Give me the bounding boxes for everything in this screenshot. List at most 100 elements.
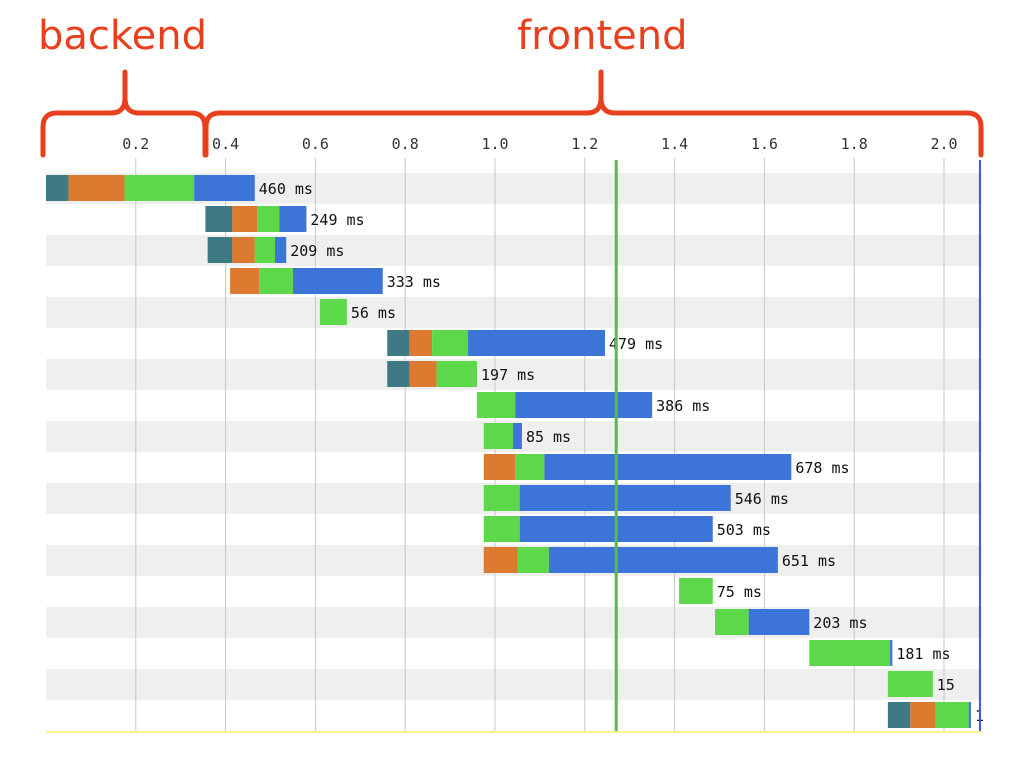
frontend-brace [203,69,984,158]
x-tick-label: 2.0 [930,135,957,153]
request-bars: 460 ms 249 ms 209 ms 333 ms 56 ms 479 ms 197 m… [46,175,984,728]
download-segment [548,547,778,573]
dns-segment [205,206,233,232]
row-stripe [46,669,982,700]
dns-segment [387,361,410,387]
download-segment [512,423,522,449]
download-segment [274,237,287,263]
download-segment [748,609,810,635]
download-segment [519,485,731,511]
request-row: 249 ms [205,206,365,232]
ttfb-segment [715,609,749,635]
ttfb-segment [887,671,933,697]
duration-label: 249 ms [310,211,364,229]
request-row: 181 ms [809,640,951,666]
backend-brace [40,69,208,158]
grid-lines [46,158,982,733]
request-row: 333 ms [230,268,441,294]
duration-label: 678 ms [795,459,849,477]
request-row: 15 [887,671,955,697]
ttfb-segment [809,640,891,666]
request-row: 1 [887,702,984,728]
ttfb-segment [436,361,478,387]
x-tick-label: 0.6 [302,135,329,153]
dns-segment [207,237,233,263]
x-tick-label: 1.8 [841,135,868,153]
x-tick-label: 1.4 [661,135,688,153]
request-row: 85 ms [483,423,571,449]
dns-segment [387,330,410,356]
ttfb-segment [515,454,545,480]
ttfb-segment [517,547,549,573]
ttfb-segment [483,485,520,511]
x-tick-label: 1.2 [571,135,598,153]
duration-label: 197 ms [481,366,535,384]
connect-segment [910,702,936,728]
download-segment [292,268,383,294]
download-segment [279,206,307,232]
request-row: 56 ms [319,299,396,325]
request-row: 678 ms [483,454,850,480]
duration-label: 209 ms [290,242,344,260]
ttfb-segment [124,175,195,201]
annotation-braces [40,69,984,158]
request-row: 460 ms [46,175,313,201]
request-row: 503 ms [483,516,771,542]
row-stripe [46,235,982,266]
ttfb-segment [483,516,520,542]
ttfb-segment [319,299,347,325]
duration-label: 479 ms [609,335,663,353]
download-segment [194,175,255,201]
ttfb-segment [679,578,713,604]
download-segment [544,454,792,480]
connect-segment [230,268,260,294]
request-row: 386 ms [477,392,710,418]
x-tick-label: 1.0 [481,135,508,153]
duration-label: 56 ms [351,304,396,322]
ttfb-segment [259,268,293,294]
dns-segment [46,175,69,201]
duration-label: 75 ms [717,583,762,601]
row-stripe [46,359,982,390]
x-axis-ticks: 0.2 0.4 0.6 0.8 1.0 1.2 1.4 1.6 1.8 2.0 [122,135,957,153]
timing-markers [614,160,981,731]
duration-label: 333 ms [387,273,441,291]
duration-label: 203 ms [813,614,867,632]
duration-label: 460 ms [259,180,313,198]
x-tick-label: 1.6 [751,135,778,153]
request-row: 197 ms [387,361,535,387]
request-row: 651 ms [483,547,836,573]
duration-label: 503 ms [717,521,771,539]
connect-segment [409,361,437,387]
duration-label: 15 [937,676,955,694]
request-row: 546 ms [483,485,789,511]
dns-segment [887,702,911,728]
duration-label: 85 ms [526,428,571,446]
ttfb-segment [254,237,275,263]
frontend-annotation: frontend [517,13,688,59]
duration-label: 651 ms [782,552,836,570]
connect-segment [483,547,518,573]
row-stripe [46,297,982,328]
duration-label: 386 ms [656,397,710,415]
request-row: 203 ms [715,609,867,635]
ttfb-segment [257,206,280,232]
download-segment [968,702,971,728]
download-segment [890,640,893,666]
row-stripe [46,607,982,638]
request-row: 479 ms [387,330,663,356]
download-segment [515,392,653,418]
ttfb-segment [483,423,513,449]
connect-segment [409,330,433,356]
duration-label: 181 ms [896,645,950,663]
duration-label: 546 ms [735,490,789,508]
ttfb-segment [935,702,969,728]
download-segment [468,330,606,356]
request-row: 209 ms [207,237,344,263]
connect-segment [68,175,125,201]
ttfb-segment [432,330,469,356]
connect-segment [232,237,255,263]
connect-segment [232,206,258,232]
backend-annotation: backend [38,13,207,59]
